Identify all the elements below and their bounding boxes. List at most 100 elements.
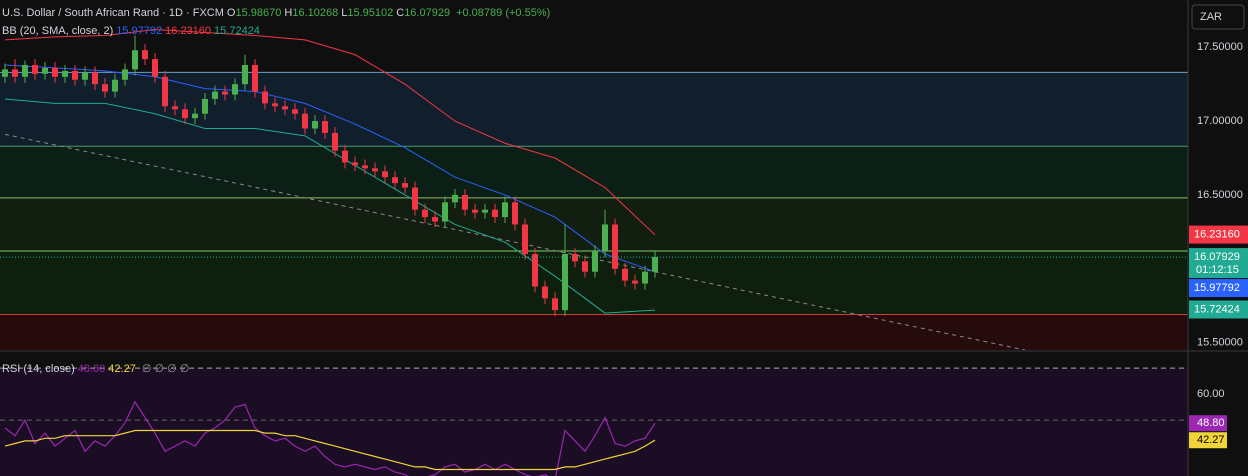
price-tag: [1189, 279, 1248, 298]
bb-value: 15.72424: [214, 25, 260, 37]
candle-body: [2, 69, 8, 77]
candle-body: [12, 69, 18, 77]
candle-body: [552, 298, 558, 311]
rsi-band: [0, 368, 1188, 476]
ohlc-label: O: [226, 7, 236, 19]
rsi-empty: ∅ ∅ ∅ ∅: [141, 363, 190, 375]
ohlc-value: 16.07929: [404, 7, 451, 19]
candle-body: [652, 256, 658, 272]
candle-body: [572, 254, 578, 262]
symbol: U.S. Dollar / South African Rand · 1D · …: [2, 7, 224, 19]
candle-body: [522, 224, 528, 255]
rsi-values: 48.80 42.27: [78, 363, 139, 375]
band-line: [4, 98, 656, 314]
candle-body: [252, 64, 258, 92]
header-legend: U.S. Dollar / South African Rand · 1D · …: [2, 7, 553, 19]
candle-body: [162, 76, 168, 107]
rsi-title: RSI (14, close): [2, 363, 75, 375]
candle-body: [132, 50, 138, 70]
candle-body: [122, 69, 128, 80]
candle-body: [542, 286, 548, 299]
candle-body: [92, 72, 98, 85]
ohlc-label: C: [396, 7, 405, 19]
candle-body: [72, 70, 78, 80]
countdown: 01:12:15: [1196, 264, 1239, 276]
trendline: [4, 133, 1026, 350]
candle-body: [602, 224, 608, 252]
price-tag-label: 16.23160: [1194, 228, 1240, 240]
candle-body: [352, 162, 358, 166]
candle-body: [152, 59, 158, 77]
candle-body: [52, 67, 58, 77]
y-tick-label: 15.50000: [1197, 337, 1243, 349]
candle-body: [632, 280, 638, 284]
candle-body: [272, 103, 278, 107]
bb-title: BB (20, SMA, close, 2): [2, 25, 114, 37]
candle-body: [342, 150, 348, 163]
rsi-value: 48.80: [77, 363, 106, 375]
candle-body: [232, 84, 238, 95]
ohlc: O15.98670 H16.10268 L15.95102 C16.07929: [227, 7, 453, 19]
candle-body: [462, 194, 468, 210]
zone: [0, 146, 1188, 198]
candle-body: [292, 109, 298, 114]
candle-body: [302, 113, 308, 129]
ohlc-value: 15.95102: [347, 7, 394, 19]
candle-body: [382, 171, 388, 178]
candle-body: [482, 209, 488, 213]
candle-body: [362, 165, 368, 169]
ohlc-label: H: [284, 7, 293, 19]
candle-body: [182, 109, 188, 119]
candle-body: [442, 202, 448, 222]
candle-body: [112, 79, 118, 92]
candle-body: [512, 202, 518, 225]
candle-body: [582, 261, 588, 272]
bb-legend: BB (20, SMA, close, 2) 15.97792 16.23160 15…: [2, 25, 266, 37]
candle-body: [412, 187, 418, 210]
rsi-value: 42.27: [108, 363, 136, 375]
candle-body: [312, 121, 318, 129]
y-tick-label: 60.00: [1197, 388, 1225, 400]
currency[interactable]: ZAR: [1200, 11, 1222, 23]
candle-body: [392, 177, 398, 184]
candle-body: [332, 132, 338, 151]
line: [4, 429, 656, 471]
candle-body: [452, 194, 458, 203]
price-tag: [1189, 225, 1248, 244]
candle-body: [532, 254, 538, 287]
zone: [0, 72, 1188, 147]
price-tag-label: 15.97792: [1194, 282, 1240, 294]
candle-body: [212, 91, 218, 99]
candle-body: [322, 121, 328, 133]
candle-body: [422, 209, 428, 218]
candle-body: [262, 91, 268, 104]
candle-body: [202, 98, 208, 114]
candle-body: [612, 224, 618, 269]
candle-body: [472, 209, 478, 213]
candle-body: [502, 202, 508, 218]
candle-body: [242, 64, 248, 85]
bb-values: 15.97792 16.23160 15.72424: [116, 25, 263, 37]
candle-body: [222, 91, 228, 95]
band-line: [4, 64, 656, 273]
candle-body: [402, 183, 408, 188]
price-tag-label: 15.72424: [1194, 303, 1240, 315]
price-tag-label: 16.07929: [1194, 251, 1240, 263]
zone: [0, 314, 1188, 350]
ohlc-label: L: [341, 7, 348, 19]
currency-box[interactable]: [1191, 4, 1245, 30]
value-tag: [1189, 432, 1227, 449]
ohlc-value: 15.98670: [235, 7, 282, 19]
y-tick-label: 16.50000: [1197, 189, 1243, 201]
candle-body: [642, 271, 648, 284]
value-tag: [1189, 415, 1227, 432]
candle-body: [22, 64, 28, 77]
band-line: [4, 29, 656, 236]
y-tick-label: 17.50000: [1197, 41, 1243, 53]
price-tag: [1189, 248, 1248, 279]
bb-value: 15.97792: [116, 25, 163, 37]
rsi-legend: RSI (14, close) 48.80 42.27 ∅ ∅ ∅ ∅: [2, 362, 192, 375]
value-tag-label: 42.27: [1197, 434, 1225, 446]
value-tag-label: 48.80: [1197, 417, 1225, 429]
